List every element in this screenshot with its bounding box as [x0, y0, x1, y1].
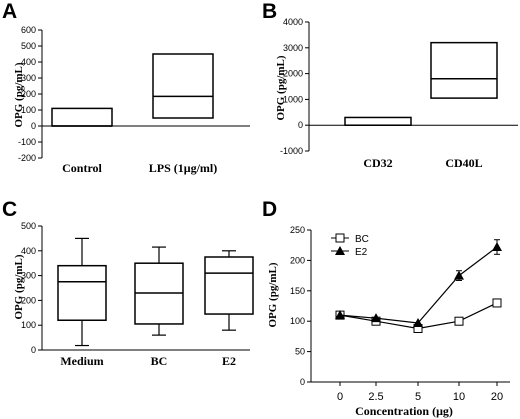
panel-a-box-lps-1-g-ml	[152, 53, 214, 119]
panel-letter-c: C	[2, 198, 17, 221]
panel-b-plot: -1000 0 1000 2000 3000 4000 CD32 CD40L	[280, 17, 518, 170]
panel-a-ytick-label: -200	[18, 153, 36, 163]
panel-a-ytick-label: -100	[18, 137, 36, 147]
series-line-e2	[339, 246, 498, 324]
panel-d-xtick-label: 2.5	[368, 391, 383, 403]
panel-a-ytick-label: 100	[21, 105, 36, 115]
data-point-e2-4	[492, 242, 502, 252]
panel-d-ytick-label: 150	[290, 286, 305, 296]
data-point-e2-2	[413, 318, 423, 328]
panel-a-ylabel: OPG (pg/mL)	[13, 62, 25, 127]
panel-d-ytick-label: 100	[290, 316, 305, 326]
panel-c-category-label: Medium	[60, 354, 103, 368]
legend-label-e2: E2	[355, 247, 368, 258]
data-point-e2-0	[335, 310, 345, 320]
panel-letter-b: B	[262, 0, 277, 23]
panel-b-ytick-label: -1000	[280, 146, 303, 156]
panel-a-category-label: Control	[62, 161, 102, 175]
panel-c-ylabel: OPG (pg/mL)	[13, 254, 25, 319]
panel-d-ytick-label: 250	[290, 225, 305, 235]
panel-c-ytick-label: 200	[21, 295, 36, 305]
panel-c-box-e2	[204, 256, 254, 315]
data-point-e2-1	[371, 313, 381, 323]
panel-c-ytick-label: 500	[21, 221, 36, 231]
data-point-bc-3	[454, 316, 464, 326]
panel-b-box-cd40l	[430, 41, 498, 99]
panel-d-xtick-label: 5	[415, 391, 421, 403]
panel-d-ytick-label: 50	[295, 347, 305, 357]
panel-b-ylabel: OPG (pg/mL)	[275, 55, 287, 120]
panel-d-xtick-label: 10	[453, 391, 465, 403]
panel-c-plot: 0 100 200 300 400 500 Medium BC E2	[21, 221, 254, 368]
panel-c-category-label: E2	[222, 354, 236, 368]
data-point-bc-4	[492, 298, 502, 308]
panel-b-ytick-label: 3000	[283, 43, 303, 53]
legend-marker-bc	[335, 233, 345, 243]
panel-b-ytick-label: 4000	[283, 17, 303, 27]
panel-letter-d: D	[262, 198, 277, 221]
panel-a-plot: -200 -100 0 100 200 300 400 500 600 Control LPS (1…	[18, 25, 250, 175]
panel-a-ytick-label: 600	[21, 25, 36, 35]
panel-b-category-label: CD32	[363, 156, 392, 170]
panel-b-box-cd32	[344, 116, 412, 126]
panel-d-xlabel: Concentration (μg)	[355, 404, 453, 418]
panel-d-xtick-label: 20	[491, 391, 503, 403]
panel-d-ytick-label: 0	[300, 377, 305, 387]
panel-a-ytick-label: 200	[21, 89, 36, 99]
panel-c-ytick-label: 100	[21, 320, 36, 330]
panel-b-ytick-label: 0	[298, 120, 303, 130]
panel-a-ytick-label: 0	[31, 121, 36, 131]
panel-d-ytick-label: 200	[290, 255, 305, 265]
panel-c-ytick-label: 300	[21, 271, 36, 281]
panel-a-box-control	[51, 107, 113, 127]
panel-a-ytick-label: 400	[21, 57, 36, 67]
panel-b-ytick-label: 1000	[283, 94, 303, 104]
data-point-e2-3	[454, 270, 464, 280]
panel-letter-a: A	[2, 0, 17, 23]
panel-d-plot: 0 50 100 150 200 250 0 2.5 5 10 20 BC E2	[290, 225, 510, 403]
panel-b-category-label: CD40L	[445, 156, 482, 170]
panel-a-ytick-label: 300	[21, 73, 36, 83]
panel-c-category-label: BC	[151, 354, 168, 368]
panel-c-ytick-label: 0	[31, 345, 36, 355]
panel-d-xtick-label: 0	[337, 391, 343, 403]
legend-label-bc: BC	[355, 234, 369, 245]
panel-c-box-medium	[57, 264, 107, 321]
panel-a-ytick-label: 500	[21, 41, 36, 51]
panel-d-ylabel: OPG (pg/mL)	[267, 262, 279, 327]
panel-b-ytick-label: 2000	[283, 69, 303, 79]
panel-a-category-label: LPS (1μg/ml)	[149, 161, 217, 175]
panel-c-ytick-label: 400	[21, 246, 36, 256]
legend-marker-e2	[335, 246, 345, 255]
